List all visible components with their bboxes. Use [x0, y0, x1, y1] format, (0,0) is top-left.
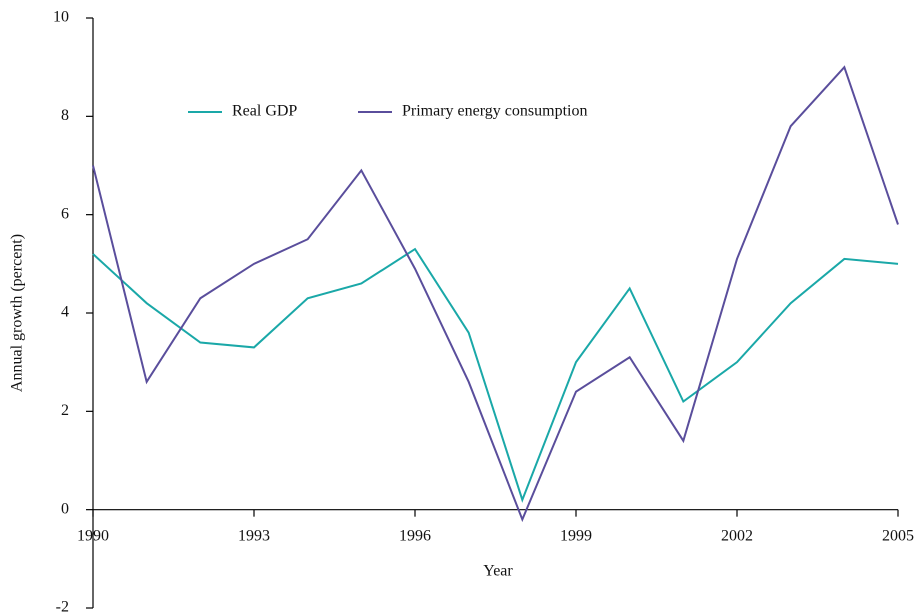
x-tick-label: 2005	[882, 527, 914, 544]
x-tick-label: 1999	[560, 527, 592, 544]
x-tick-label: 1993	[238, 527, 270, 544]
line-series	[92, 247, 899, 503]
y-tick-label: 2	[61, 402, 69, 419]
y-tick-label: 6	[61, 205, 69, 222]
y-tick-label: -2	[56, 599, 69, 615]
x-tick-label: 1990	[77, 527, 109, 544]
y-tick-label: 4	[61, 304, 69, 321]
y-tick-label: 8	[61, 107, 69, 124]
legend-label: Primary energy consumption	[402, 103, 587, 120]
y-tick-label: 0	[61, 500, 69, 517]
x-axis-label: Year	[483, 563, 513, 580]
x-tick-label: 2002	[721, 527, 753, 544]
y-tick-label: 10	[53, 9, 69, 26]
legend-label: Real GDP	[232, 103, 297, 120]
y-axis-label: Annual growth (percent)	[9, 234, 26, 392]
x-tick-label: 1996	[399, 527, 431, 544]
line-series	[92, 65, 899, 523]
